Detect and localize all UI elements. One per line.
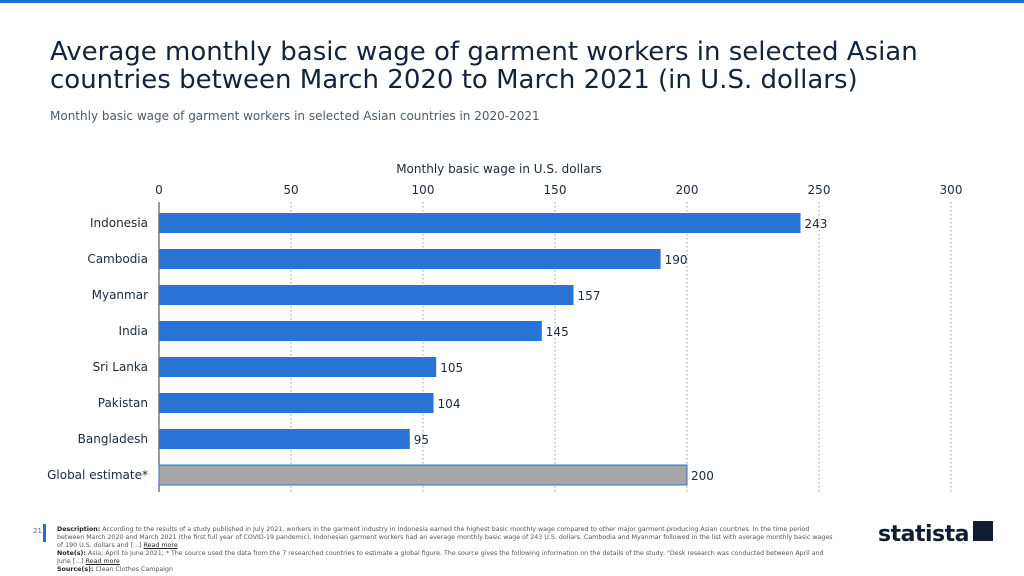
category-label: Cambodia [87, 252, 148, 266]
notes-text: Asia; April to June 2021; * The source u… [57, 550, 824, 565]
statista-logo: statista [878, 519, 993, 547]
read-more-link[interactable]: Read more [143, 542, 178, 549]
bar-bangladesh [159, 429, 410, 449]
x-tick-label: 0 [155, 183, 163, 197]
x-tick-label: 300 [940, 183, 963, 197]
bar-global-estimate- [158, 464, 688, 486]
description-text: According to the results of a study publ… [57, 526, 833, 549]
chart-subtitle: Monthly basic wage of garment workers in… [50, 109, 540, 123]
x-tick-label: 200 [676, 183, 699, 197]
x-tick-label: 250 [808, 183, 831, 197]
data-label: 243 [805, 217, 828, 231]
data-label: 104 [438, 397, 461, 411]
category-label: Bangladesh [78, 432, 148, 446]
page-number: 21 [33, 527, 42, 535]
x-tick-label: 50 [283, 183, 298, 197]
data-label: 157 [577, 289, 600, 303]
bar-myanmar [159, 285, 574, 305]
x-tick-label: 100 [412, 183, 435, 197]
category-label: Global estimate* [47, 468, 148, 482]
bar-india [159, 321, 542, 341]
category-label: Pakistan [98, 396, 148, 410]
x-tick-label: 150 [544, 183, 567, 197]
data-label: 105 [440, 361, 463, 375]
source-label: Source(s): [57, 566, 94, 573]
data-label: 190 [665, 253, 688, 267]
category-label: India [119, 324, 148, 338]
notes-label: Note(s): [57, 550, 86, 557]
page-accent [43, 524, 46, 542]
data-label: 95 [414, 433, 429, 447]
footer-notes: Description: According to the results of… [57, 526, 837, 574]
chart-title: Average monthly basic wage of garment wo… [50, 37, 918, 95]
logo-text: statista [878, 522, 969, 547]
bar-cambodia [159, 249, 661, 269]
category-label: Myanmar [92, 288, 148, 302]
category-label: Indonesia [90, 216, 148, 230]
description-label: Description: [57, 526, 101, 533]
x-axis-label: Monthly basic wage in U.S. dollars [396, 162, 602, 176]
bar-chart: Monthly basic wage in U.S. dollars 0 50 100… [47, 162, 963, 492]
bar-pakistan [159, 393, 434, 413]
category-label: Sri Lanka [93, 360, 148, 374]
data-label: 145 [546, 325, 569, 339]
read-more-link[interactable]: Read more [85, 558, 120, 565]
top-accent-bar [0, 0, 1024, 3]
bar-sri-lanka [159, 357, 437, 377]
logo-mark-icon [972, 521, 993, 541]
bar-indonesia [159, 213, 801, 233]
data-label: 200 [691, 469, 714, 483]
source-text: Clean Clothes Campaign [95, 566, 173, 573]
